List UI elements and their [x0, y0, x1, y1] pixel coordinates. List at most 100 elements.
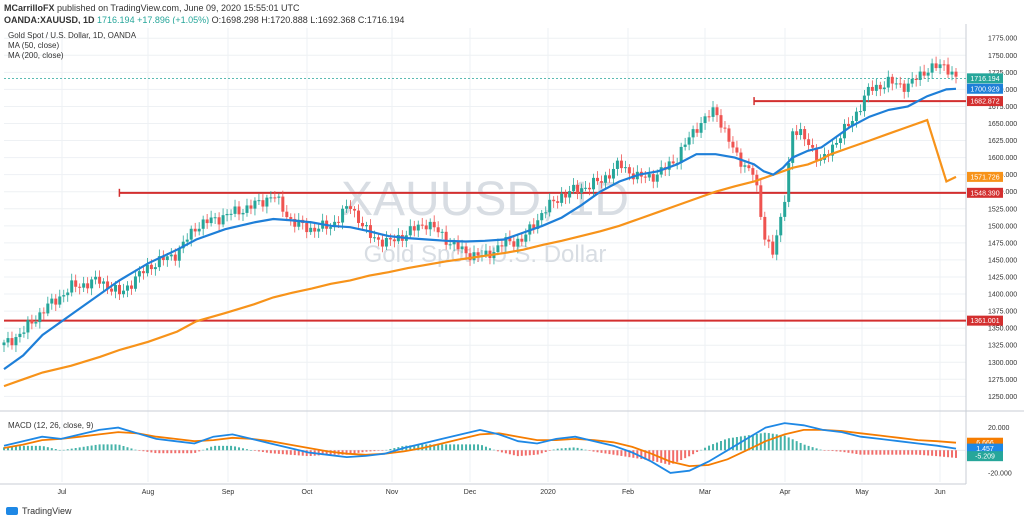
macd-histogram-bar: [78, 447, 81, 451]
macd-histogram-bar: [747, 435, 750, 451]
symbol-line: OANDA:XAUUSD, 1D 1716.194 +17.896 (+1.05…: [4, 14, 404, 26]
candle-body: [241, 212, 245, 215]
macd-histogram-bar: [875, 450, 878, 455]
candle-body: [448, 244, 452, 246]
candle-body: [217, 217, 221, 225]
candle-body: [858, 111, 862, 113]
x-tick-label: Oct: [302, 489, 313, 496]
macd-histogram-bar: [234, 446, 237, 451]
candle-body: [34, 322, 38, 324]
candle-body: [133, 276, 137, 289]
macd-histogram-bar: [369, 450, 372, 452]
y-tick-label: 1425.000: [988, 274, 1017, 281]
macd-histogram-bar: [568, 447, 571, 451]
candle-body: [759, 185, 763, 217]
candle-body: [938, 64, 942, 69]
candle-body: [141, 271, 145, 274]
macd-histogram-bar: [238, 447, 241, 451]
macd-histogram-bar: [265, 450, 268, 453]
macd-histogram-bar: [293, 450, 296, 456]
candle-body: [305, 223, 309, 233]
candle-body: [592, 177, 596, 190]
macd-histogram-bar: [855, 450, 858, 455]
macd-histogram-bar: [10, 446, 13, 451]
macd-histogram-bar: [429, 444, 432, 451]
macd-histogram-bar: [82, 446, 85, 451]
candle-body: [106, 281, 110, 289]
macd-histogram-bar: [6, 447, 9, 451]
candle-body: [161, 256, 165, 261]
candle-body: [731, 141, 735, 148]
macd-histogram-bar: [516, 450, 519, 457]
macd-histogram-bar: [600, 450, 603, 453]
macd-histogram-bar: [723, 439, 726, 451]
candle-body: [691, 129, 695, 138]
candle-body: [345, 206, 349, 209]
macd-histogram-bar: [616, 450, 619, 456]
candle-body: [950, 71, 954, 75]
candle-body: [129, 285, 133, 289]
candle-body: [54, 298, 58, 305]
candle-body: [118, 284, 122, 295]
macd-histogram-bar: [102, 444, 105, 451]
candle-body: [444, 231, 448, 245]
candle-body: [894, 83, 898, 85]
macd-histogram-bar: [186, 450, 189, 454]
candle-body: [580, 188, 584, 193]
macd-histogram-bar: [110, 444, 113, 451]
candle-body: [380, 239, 384, 247]
macd-histogram-bar: [540, 450, 543, 454]
macd-histogram-bar: [624, 450, 627, 457]
ma200-legend[interactable]: MA (200, close): [8, 51, 64, 60]
macd-histogram-bar: [759, 433, 762, 451]
candle-body: [619, 160, 623, 169]
candle-body: [874, 84, 878, 91]
macd-histogram-bar: [688, 450, 691, 457]
macd-histogram-bar: [245, 449, 248, 451]
candle-body: [735, 147, 739, 153]
candle-body: [703, 116, 707, 124]
macd-histogram-bar: [680, 450, 683, 461]
y-tick-label: 1500.000: [988, 223, 1017, 230]
macd-histogram-bar: [198, 450, 201, 452]
candle-body: [707, 116, 711, 118]
macd-histogram-bar: [126, 447, 129, 451]
macd-histogram-bar: [927, 450, 930, 456]
ma50-legend[interactable]: MA (50, close): [8, 41, 60, 50]
macd-legend[interactable]: MACD (12, 26, close, 9): [8, 421, 94, 430]
candle-body: [651, 174, 655, 182]
macd-histogram-bar: [751, 434, 754, 451]
macd-histogram-bar: [194, 450, 197, 453]
macd-histogram-bar: [413, 445, 416, 451]
macd-histogram-bar: [281, 450, 284, 455]
macd-histogram-bar: [524, 450, 527, 456]
macd-histogram-bar: [206, 448, 209, 451]
candle-body: [245, 205, 249, 213]
macd-histogram-bar: [863, 450, 866, 455]
ma50-line: [3, 87, 957, 370]
candle-body: [599, 181, 603, 183]
macd-histogram-bar: [50, 448, 53, 451]
candle-body: [572, 184, 576, 192]
candle-body: [309, 227, 313, 233]
y-tick-label: 1750.000: [988, 53, 1017, 60]
macd-histogram-bar: [381, 450, 384, 451]
macd-histogram-bar: [811, 447, 814, 451]
macd-histogram-bar: [608, 450, 611, 455]
author-name[interactable]: MCarrilloFX: [4, 3, 55, 13]
macd-histogram-bar: [26, 445, 29, 451]
macd-histogram-bar: [700, 449, 703, 451]
macd-histogram-bar: [632, 450, 635, 458]
candle-body: [603, 175, 607, 183]
macd-histogram-bar: [831, 450, 834, 452]
candle-body: [902, 83, 906, 92]
candle-body: [121, 290, 125, 295]
candle-body: [372, 237, 376, 239]
candle-body: [472, 252, 476, 261]
price-change: +17.896 (+1.05%): [137, 15, 210, 25]
candle-body: [862, 95, 866, 112]
candle-body: [611, 168, 615, 179]
candle-body: [70, 280, 74, 293]
tradingview-logo[interactable]: TradingView: [6, 506, 72, 516]
